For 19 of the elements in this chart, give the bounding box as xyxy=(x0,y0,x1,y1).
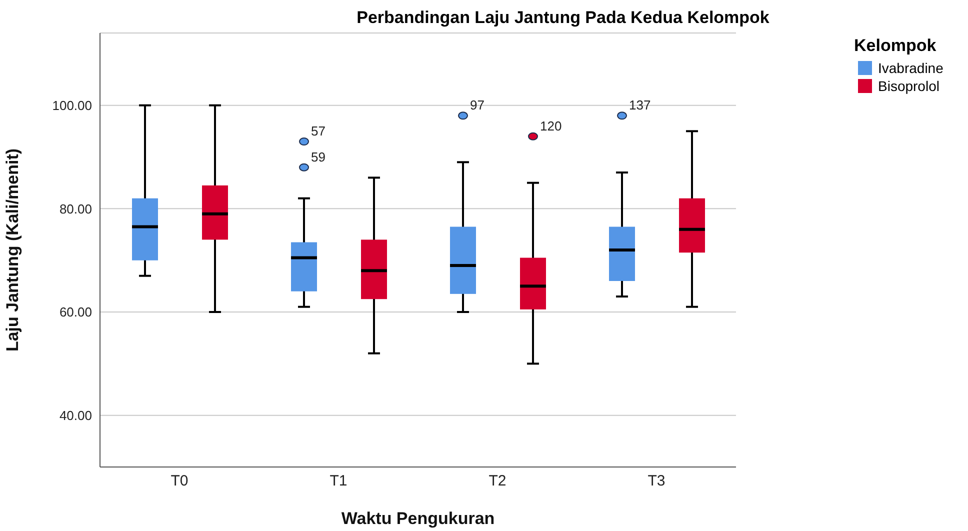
legend-title: Kelompok xyxy=(854,36,938,56)
annotation: 59 xyxy=(311,149,326,164)
legend-label: Bisoprolol xyxy=(878,78,940,94)
annotation: 120 xyxy=(540,118,562,134)
legend-label: Ivabradine xyxy=(878,60,944,76)
x-tick-label: T0 xyxy=(170,472,188,490)
y-tick-label: 80.00 xyxy=(59,201,92,216)
y-tick-label: 100.00 xyxy=(52,98,92,113)
x-tick-label: T3 xyxy=(648,472,666,490)
x-axis-title: Waktu Pengukuran xyxy=(341,509,495,528)
annotation: 137 xyxy=(629,98,651,113)
x-tick-label: T1 xyxy=(330,472,348,490)
y-axis-title: Laju Jantung (Kali/menit) xyxy=(3,148,22,352)
y-tick-label: 60.00 xyxy=(59,304,92,320)
chart-title: Perbandingan Laju Jantung Pada Kedua Kelompok xyxy=(356,8,770,28)
annotation: 57 xyxy=(311,124,326,138)
x-tick-label: T2 xyxy=(488,472,506,490)
annotation: 97 xyxy=(470,98,484,113)
y-tick-label: 40.00 xyxy=(59,408,92,423)
